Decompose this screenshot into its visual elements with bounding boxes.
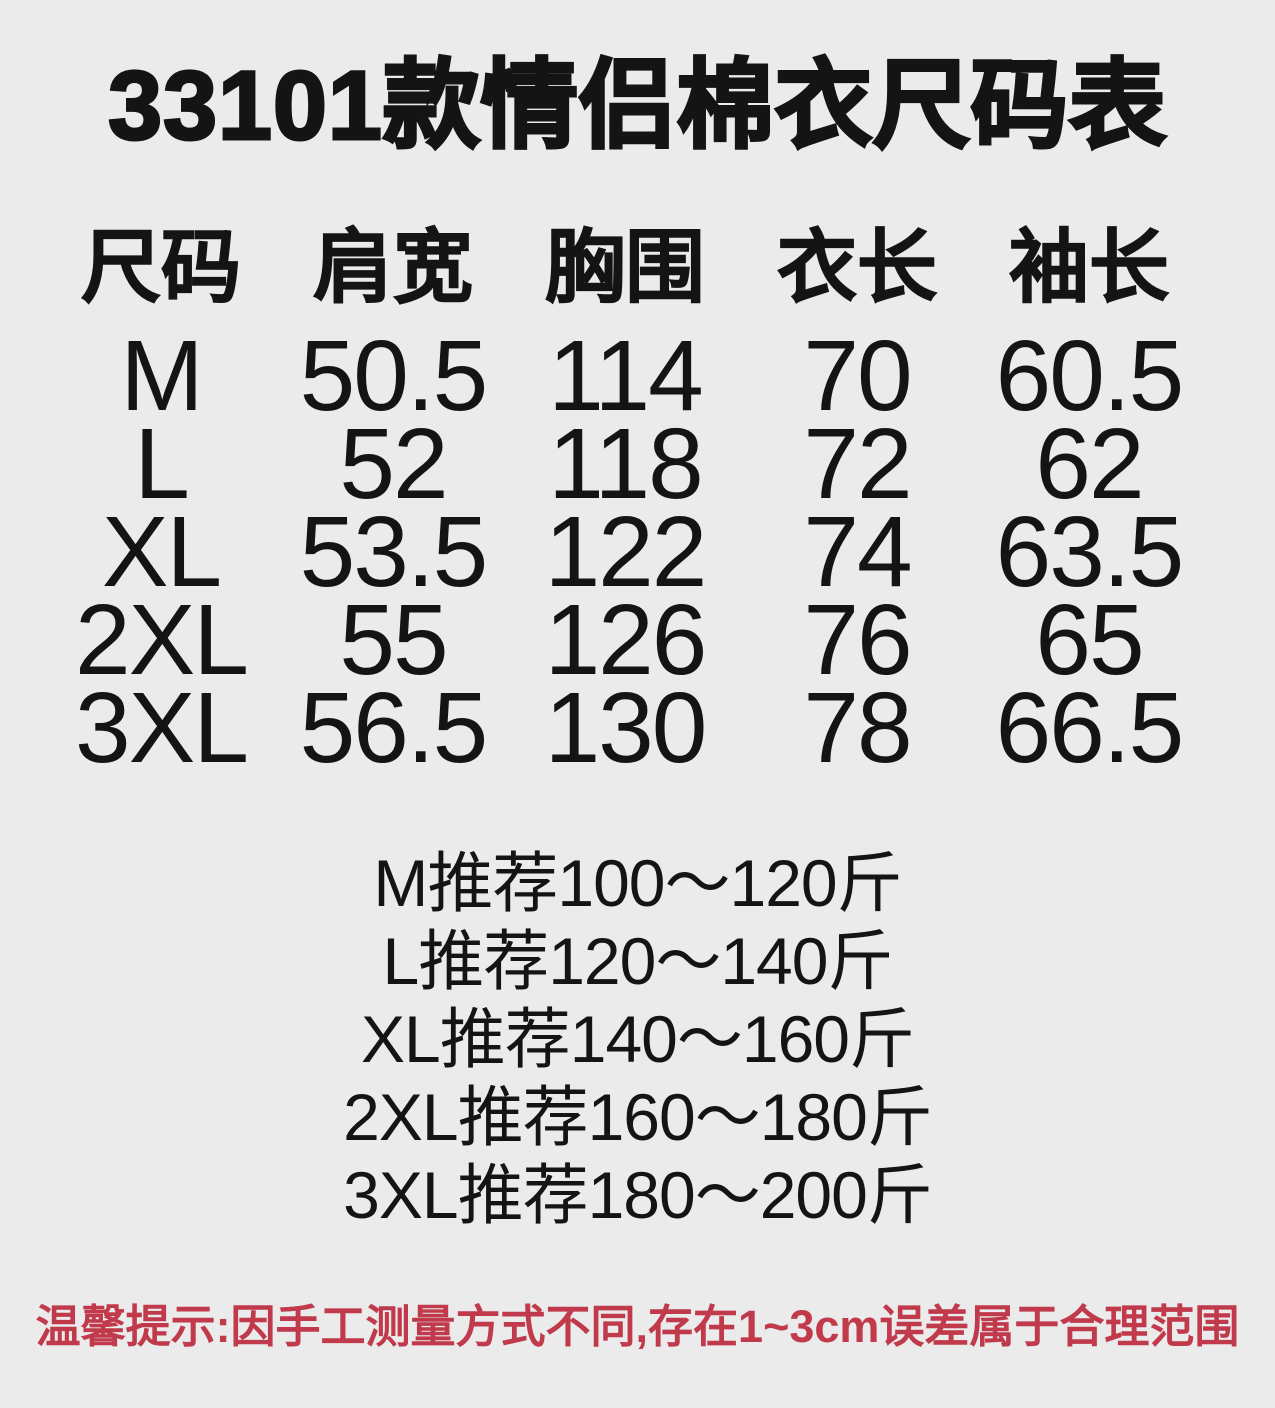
table-row-3xl: 3XL 56.5 130 78 66.5 (45, 678, 1205, 778)
cell-garment-length: 78 (803, 671, 912, 784)
cell-size-label: 2XL (75, 583, 249, 696)
cell-garment-length: 74 (803, 495, 912, 608)
cell-sleeve-length: 63.5 (995, 495, 1185, 608)
column-header-chest: 胸围 (545, 222, 706, 312)
measurement-tolerance-note: 温馨提示:因手工测量方式不同,存在1~3cm误差属于合理范围 (35, 1300, 1240, 1352)
column-header-shoulder-width: 肩宽 (313, 222, 474, 312)
cell-shoulder-width: 55 (339, 583, 448, 696)
table-header-row: 尺码 肩宽 胸围 衣长 袖长 (45, 218, 1205, 318)
cell-shoulder-width: 50.5 (299, 319, 489, 432)
cell-chest: 126 (544, 583, 708, 696)
column-header-garment-length: 衣长 (777, 222, 938, 312)
cell-garment-length: 72 (803, 407, 912, 520)
cell-chest: 118 (548, 407, 703, 520)
recommendation-line-m: M推荐100～120斤 (373, 845, 902, 920)
recommendation-line-2xl: 2XL推荐160～180斤 (343, 1079, 933, 1154)
cell-sleeve-length: 65 (1035, 583, 1144, 696)
table-row-xl: XL 53.5 122 74 63.5 (45, 502, 1205, 602)
cell-chest: 114 (548, 319, 703, 432)
cell-sleeve-length: 62 (1035, 407, 1144, 520)
table-row-m: M 50.5 114 70 60.5 (45, 326, 1205, 426)
cell-garment-length: 76 (803, 583, 912, 696)
cell-size-label: L (134, 407, 190, 520)
cell-chest: 130 (544, 671, 708, 784)
table-row-2xl: 2XL 55 126 76 65 (45, 590, 1205, 690)
cell-sleeve-length: 60.5 (995, 319, 1185, 432)
cell-garment-length: 70 (803, 319, 912, 432)
cell-size-label: M (120, 319, 203, 432)
column-header-sleeve-length: 袖长 (1009, 222, 1170, 312)
table-row-l: L 52 118 72 62 (45, 414, 1205, 514)
cell-sleeve-length: 66.5 (995, 671, 1185, 784)
recommendation-line-l: L推荐120～140斤 (382, 923, 894, 998)
size-table: 尺码 肩宽 胸围 衣长 袖长 M 50.5 114 70 60.5 L 52 1… (45, 218, 1205, 778)
column-header-size: 尺码 (81, 222, 242, 312)
cell-shoulder-width: 52 (339, 407, 448, 520)
weight-recommendations: M推荐100～120斤 L推荐120～140斤 XL推荐140～160斤 2XL… (0, 844, 1275, 1234)
cell-shoulder-width: 56.5 (299, 671, 489, 784)
cell-size-label: XL (101, 495, 222, 608)
recommendation-line-xl: XL推荐140～160斤 (361, 1001, 915, 1076)
cell-size-label: 3XL (75, 671, 249, 784)
cell-shoulder-width: 53.5 (299, 495, 489, 608)
recommendation-line-3xl: 3XL推荐180～200斤 (343, 1157, 933, 1232)
cell-chest: 122 (544, 495, 708, 608)
page-title: 33101款情侣棉衣尺码表 (107, 50, 1168, 162)
